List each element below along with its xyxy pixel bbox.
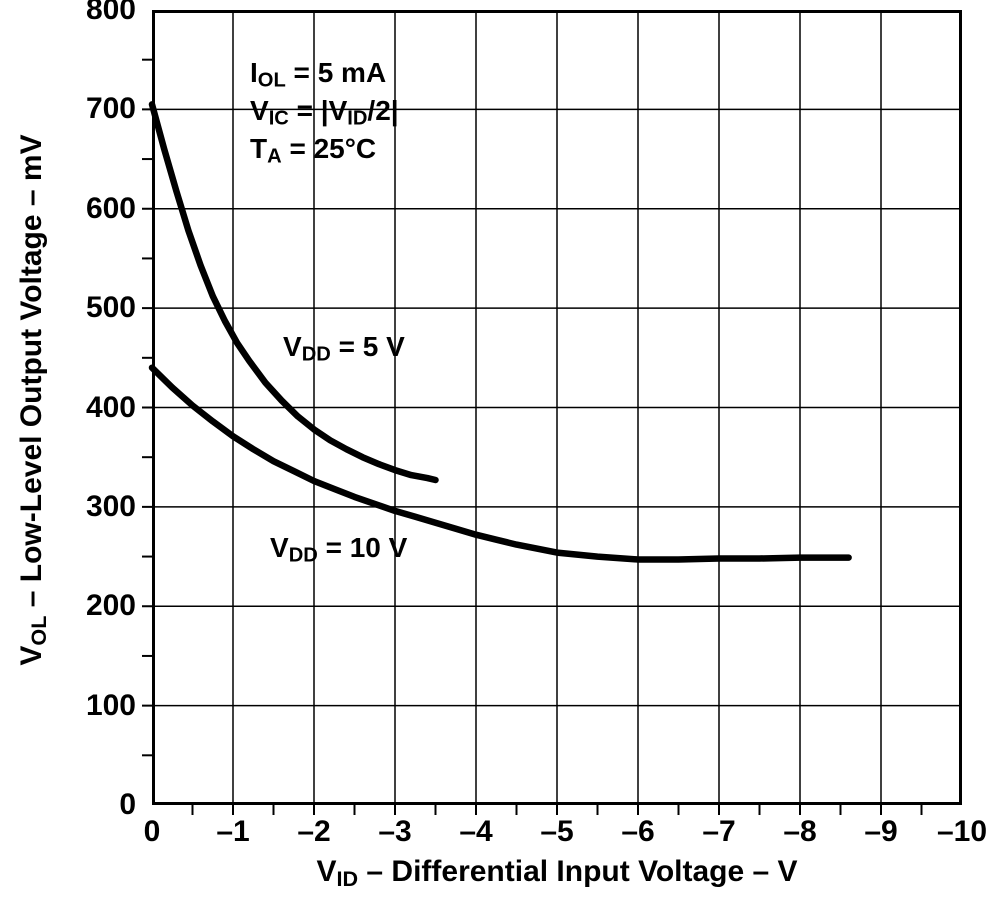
axis-ticks: [142, 58, 923, 815]
y-tick-label: 400: [85, 390, 136, 424]
condition-iol: IOL = 5 mA: [250, 57, 387, 92]
plot-border: [152, 10, 962, 805]
y-tick-label: 200: [85, 589, 136, 623]
curve-label-vdd-10v: VDD = 10 V: [270, 532, 408, 567]
curve-vdd-10v: [148, 364, 852, 563]
condition-vic: VIC = |VID/2|: [250, 95, 399, 130]
y-tick-label: 600: [85, 191, 136, 225]
curve-label-vdd-5v: VDD = 5 V: [283, 331, 405, 366]
x-tick-label: –9: [864, 815, 898, 848]
x-tick-label: –6: [621, 815, 655, 848]
test-conditions: IOL = 5 mA VIC = |VID/2| TA = 25°C: [250, 54, 399, 168]
x-tick-label: –3: [378, 815, 412, 848]
x-tick-label: –8: [783, 815, 817, 848]
y-tick-label: 100: [85, 688, 136, 722]
condition-ta: TA = 25°C: [250, 133, 377, 168]
y-tick-label: 700: [85, 92, 136, 126]
curve-vdd-5v: [148, 101, 439, 484]
y-tick-label: 800: [85, 0, 136, 26]
x-tick-label: –5: [540, 815, 574, 848]
y-tick-label: 500: [85, 291, 136, 325]
x-tick-label: –7: [702, 815, 736, 848]
x-tick-label: 0: [143, 815, 161, 848]
y-tick-label: 300: [85, 489, 136, 523]
data-curves: [148, 101, 852, 563]
y-axis-title: VOL – Low-Level Output Voltage – mV: [15, 134, 51, 666]
x-axis-title: VID – Differential Input Voltage – V: [316, 855, 798, 891]
grid-lines: [152, 10, 962, 805]
x-tick-label: –2: [297, 815, 331, 848]
x-tick-label: –4: [459, 815, 493, 848]
y-tick-label: 0: [119, 788, 136, 821]
x-tick-label: –10: [936, 815, 986, 848]
x-tick-label: –1: [216, 815, 250, 848]
plot-area: [142, 10, 962, 815]
